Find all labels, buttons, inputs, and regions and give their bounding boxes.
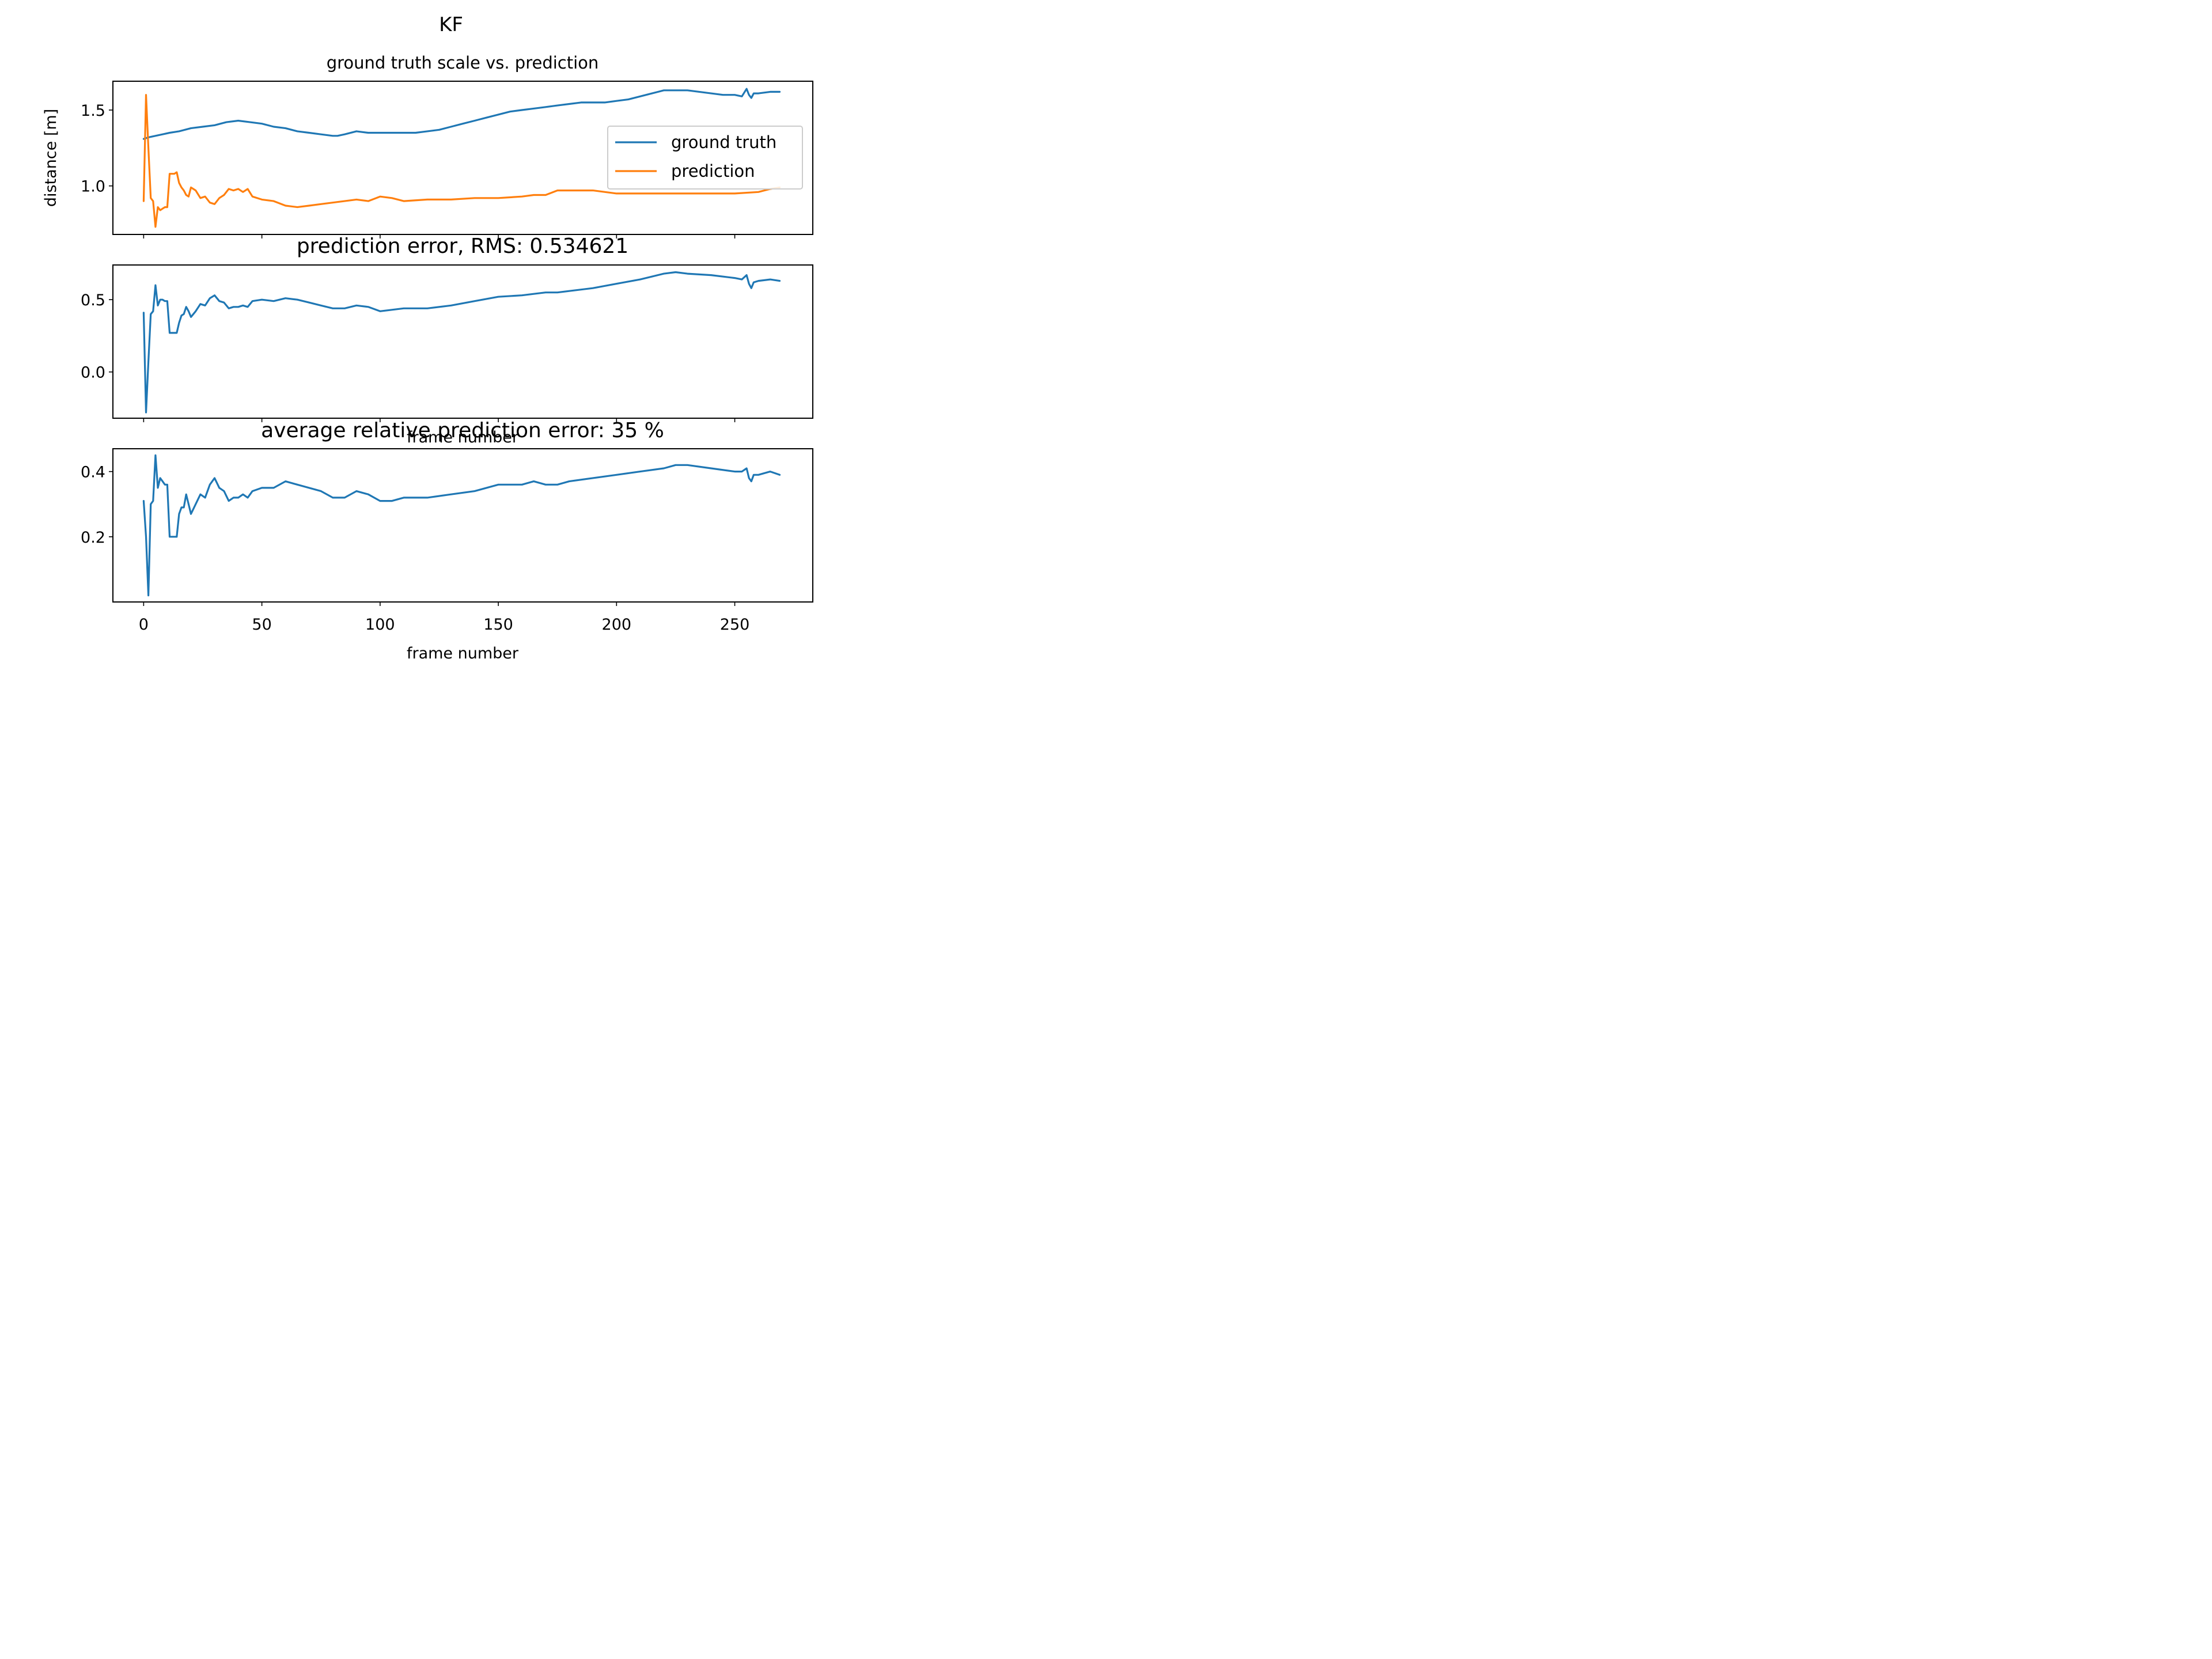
y-tick-label: 0.2 <box>81 529 105 547</box>
y-axis-label: distance [m] <box>42 109 60 207</box>
x-tick-label: 100 <box>365 616 395 634</box>
figure: KF ground truth scale vs. prediction dis… <box>0 0 890 667</box>
y-tick-label: 0.5 <box>81 291 105 309</box>
series-group <box>142 271 781 414</box>
x-tick-label: 150 <box>483 616 513 634</box>
series-line-prediction <box>142 94 781 228</box>
figure-suptitle: KF <box>439 13 463 36</box>
series-line-ground-truth <box>142 88 781 140</box>
panel-title: average relative prediction error: 35 % <box>261 419 664 442</box>
axes-frame <box>112 81 813 235</box>
series-group <box>142 88 781 228</box>
legend-label-prediction: prediction <box>671 161 755 181</box>
y-tick-label: 1.0 <box>81 178 105 196</box>
series-group <box>142 454 781 597</box>
ticks: 1.0 1.5 <box>81 102 736 238</box>
series-line-series-0 <box>142 454 781 597</box>
x-tick-label: 50 <box>252 616 271 634</box>
x-tick-label: 250 <box>720 616 750 634</box>
legend: ground truth prediction <box>607 126 803 190</box>
panel-title: ground truth scale vs. prediction <box>327 53 599 73</box>
y-tick-label: 0.0 <box>81 364 105 382</box>
figure-background <box>0 0 890 667</box>
y-tick-label: 1.5 <box>81 102 105 120</box>
x-tick-label: 0 <box>139 616 149 634</box>
axes-frame <box>112 448 813 603</box>
ticks: 0.2 0.4 0 50 100 150 200 250 <box>81 464 749 634</box>
x-axis-label: frame number <box>407 645 519 662</box>
panel-prediction-error: prediction error, RMS: 0.534621 frame nu… <box>81 234 813 446</box>
panel-relative-error: average relative prediction error: 35 % … <box>81 419 813 662</box>
panel-title: prediction error, RMS: 0.534621 <box>297 234 628 258</box>
panel-scale-comparison: ground truth scale vs. prediction distan… <box>42 53 813 238</box>
x-tick-label: 200 <box>602 616 632 634</box>
y-tick-label: 0.4 <box>81 464 105 482</box>
ticks: 0.0 0.5 <box>81 291 736 422</box>
series-line-series-0 <box>142 271 781 414</box>
legend-label-ground-truth: ground truth <box>671 132 777 152</box>
x-axis-label: frame number <box>407 429 519 446</box>
axes-frame <box>112 264 813 419</box>
